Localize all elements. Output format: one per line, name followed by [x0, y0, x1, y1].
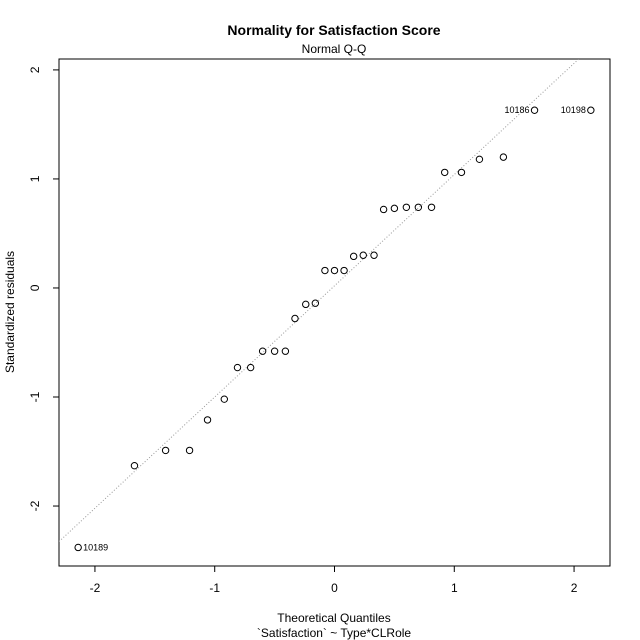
data-point — [303, 301, 309, 307]
point-label: 10186 — [505, 105, 530, 115]
y-axis-label: Standardized residuals — [3, 251, 17, 373]
data-point — [234, 364, 240, 370]
point-label: 10198 — [561, 105, 586, 115]
y-tick-label: 2 — [28, 66, 42, 73]
x-axis-sublabel: `Satisfaction` ~ Type*CLRole — [257, 626, 412, 640]
data-point — [428, 204, 434, 210]
point-label: 10189 — [83, 542, 108, 552]
data-point — [415, 204, 421, 210]
data-point — [360, 252, 366, 258]
x-tick-label: 0 — [331, 581, 338, 595]
data-point — [341, 267, 347, 273]
data-point — [458, 169, 464, 175]
data-point — [350, 253, 356, 259]
x-axis: -2 -1 0 1 2 — [90, 566, 578, 595]
data-point — [162, 447, 168, 453]
y-tick-label: -2 — [28, 500, 42, 511]
data-point — [221, 396, 227, 402]
y-axis: -2 -1 0 1 2 — [28, 66, 59, 511]
data-point — [391, 205, 397, 211]
data-point — [588, 107, 594, 113]
x-axis-label: Theoretical Quantiles — [277, 611, 390, 625]
x-tick-label: -1 — [209, 581, 220, 595]
data-point — [75, 544, 81, 550]
data-point — [380, 206, 386, 212]
data-point — [186, 447, 192, 453]
x-tick-label: 2 — [571, 581, 578, 595]
data-point — [476, 156, 482, 162]
chart-subtitle: Normal Q-Q — [302, 42, 367, 56]
data-point — [259, 348, 265, 354]
data-point — [292, 315, 298, 321]
data-point — [500, 154, 506, 160]
data-point — [131, 462, 137, 468]
data-point — [282, 348, 288, 354]
plot-frame — [59, 59, 610, 566]
data-point — [322, 267, 328, 273]
data-point — [371, 252, 377, 258]
x-tick-label: -2 — [90, 581, 101, 595]
data-point — [403, 204, 409, 210]
data-point — [271, 348, 277, 354]
y-tick-label: 0 — [28, 284, 42, 291]
data-point — [442, 169, 448, 175]
data-point — [204, 417, 210, 423]
data-point — [247, 364, 253, 370]
x-tick-label: 1 — [451, 581, 458, 595]
data-point — [531, 107, 537, 113]
y-tick-label: 1 — [28, 175, 42, 182]
points-layer: 10189 10186 10198 — [75, 105, 594, 552]
y-tick-label: -1 — [28, 391, 42, 402]
data-point — [312, 300, 318, 306]
chart-title: Normality for Satisfaction Score — [227, 22, 440, 38]
data-point — [331, 267, 337, 273]
